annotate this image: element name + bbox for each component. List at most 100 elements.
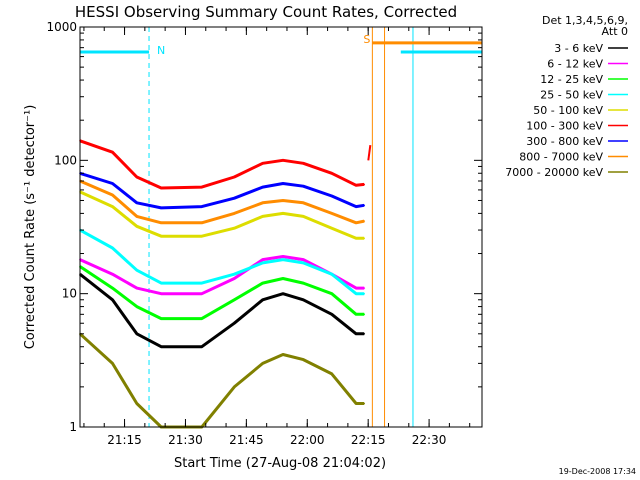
series-point bbox=[302, 299, 305, 301]
series-point bbox=[111, 287, 114, 289]
series-line bbox=[79, 228, 365, 296]
series-point bbox=[331, 172, 333, 175]
series-point bbox=[282, 353, 284, 356]
footer-timestamp: 19-Dec-2008 17:34 bbox=[559, 467, 636, 476]
series-line bbox=[79, 190, 365, 240]
series-point bbox=[136, 287, 138, 289]
series-point bbox=[363, 292, 366, 295]
series-point bbox=[363, 183, 366, 186]
series-point bbox=[233, 212, 236, 215]
series-point bbox=[261, 262, 264, 264]
x-tick-label: 22:15 bbox=[351, 433, 386, 447]
series-point bbox=[233, 277, 236, 280]
series-point bbox=[282, 182, 284, 185]
series-point bbox=[111, 182, 114, 185]
series-point bbox=[261, 186, 264, 188]
series-point bbox=[111, 247, 114, 249]
series-point bbox=[261, 282, 264, 284]
series-point bbox=[331, 373, 333, 375]
flag-label: N bbox=[157, 44, 165, 57]
series-point bbox=[331, 313, 333, 316]
series-point bbox=[261, 215, 264, 218]
series-point bbox=[282, 212, 284, 215]
series-point bbox=[136, 202, 138, 204]
series-point bbox=[355, 237, 357, 240]
series-point bbox=[136, 176, 138, 178]
series-point bbox=[261, 258, 264, 261]
series-point bbox=[136, 225, 138, 228]
series-point bbox=[302, 185, 305, 187]
series-point bbox=[355, 292, 357, 295]
legend-entry-label: 6 - 12 keV bbox=[547, 58, 603, 71]
x-tick-label: 21:45 bbox=[229, 433, 264, 447]
legend-entry-label: 100 - 300 keV bbox=[526, 120, 603, 133]
x-tick-label: 22:30 bbox=[412, 433, 447, 447]
series-point bbox=[233, 197, 236, 199]
series-point bbox=[160, 345, 162, 348]
series-point bbox=[136, 269, 138, 272]
series-point bbox=[302, 258, 305, 261]
legend-entry-label: 12 - 25 keV bbox=[540, 73, 603, 86]
series-point bbox=[233, 227, 236, 229]
series-point bbox=[282, 258, 284, 261]
legend-entry-label: 25 - 50 keV bbox=[540, 89, 603, 102]
series-point bbox=[136, 305, 138, 308]
series-point bbox=[111, 299, 114, 301]
y-tick-label: 100 bbox=[54, 153, 77, 167]
series-point bbox=[282, 277, 284, 280]
series-point bbox=[363, 287, 366, 289]
series-point bbox=[282, 292, 284, 295]
series-point bbox=[331, 292, 333, 295]
series-spike bbox=[367, 145, 372, 161]
series-point bbox=[233, 176, 236, 178]
y-tick-label: 10 bbox=[62, 287, 77, 301]
series-point bbox=[160, 282, 162, 284]
series-point bbox=[363, 333, 366, 335]
series-point bbox=[302, 162, 305, 165]
x-tick-label: 21:30 bbox=[168, 433, 203, 447]
series-point bbox=[201, 205, 203, 208]
legend-header: Det 1,3,4,5,6,9, bbox=[542, 14, 628, 27]
legend-entry-label: 7000 - 20000 keV bbox=[505, 166, 603, 179]
y-axis-label: Corrected Count Rate (s⁻¹ detector⁻¹) bbox=[23, 105, 38, 350]
series-point bbox=[355, 222, 357, 224]
series-point bbox=[355, 333, 357, 335]
series-point bbox=[363, 237, 366, 240]
series-point bbox=[302, 282, 305, 284]
series-point bbox=[111, 362, 114, 365]
series-point bbox=[355, 184, 357, 187]
series-point bbox=[201, 222, 203, 224]
series-point bbox=[331, 212, 333, 215]
series-point bbox=[201, 282, 203, 284]
series-point bbox=[111, 151, 114, 153]
series-point bbox=[160, 187, 162, 189]
series-point bbox=[282, 255, 284, 258]
series-point bbox=[363, 313, 366, 316]
series-point bbox=[261, 202, 264, 204]
series-point bbox=[282, 199, 284, 202]
series-point bbox=[233, 299, 236, 301]
series-point bbox=[233, 322, 236, 325]
series-point bbox=[111, 273, 114, 276]
x-axis-label: Start Time (27-Aug-08 21:04:02) bbox=[174, 456, 386, 471]
series-point bbox=[302, 358, 305, 361]
series-point bbox=[111, 205, 114, 208]
flag-label: S bbox=[363, 33, 370, 46]
legend-entry-label: 300 - 800 keV bbox=[526, 135, 603, 148]
series-point bbox=[201, 345, 203, 348]
legend-header: Att 0 bbox=[602, 25, 628, 38]
series-point bbox=[261, 162, 264, 165]
series-point bbox=[201, 317, 203, 320]
series-point bbox=[363, 402, 366, 405]
series-line bbox=[79, 179, 365, 225]
legend-entry-label: 800 - 7000 keV bbox=[519, 151, 603, 164]
series-point bbox=[355, 205, 357, 208]
series-point bbox=[201, 186, 203, 188]
series-point bbox=[355, 402, 357, 405]
series-point bbox=[302, 215, 305, 218]
series-point bbox=[136, 215, 138, 218]
series-point bbox=[160, 222, 162, 224]
chart-title: HESSI Observing Summary Count Rates, Cor… bbox=[75, 3, 457, 21]
series-point bbox=[233, 273, 236, 276]
